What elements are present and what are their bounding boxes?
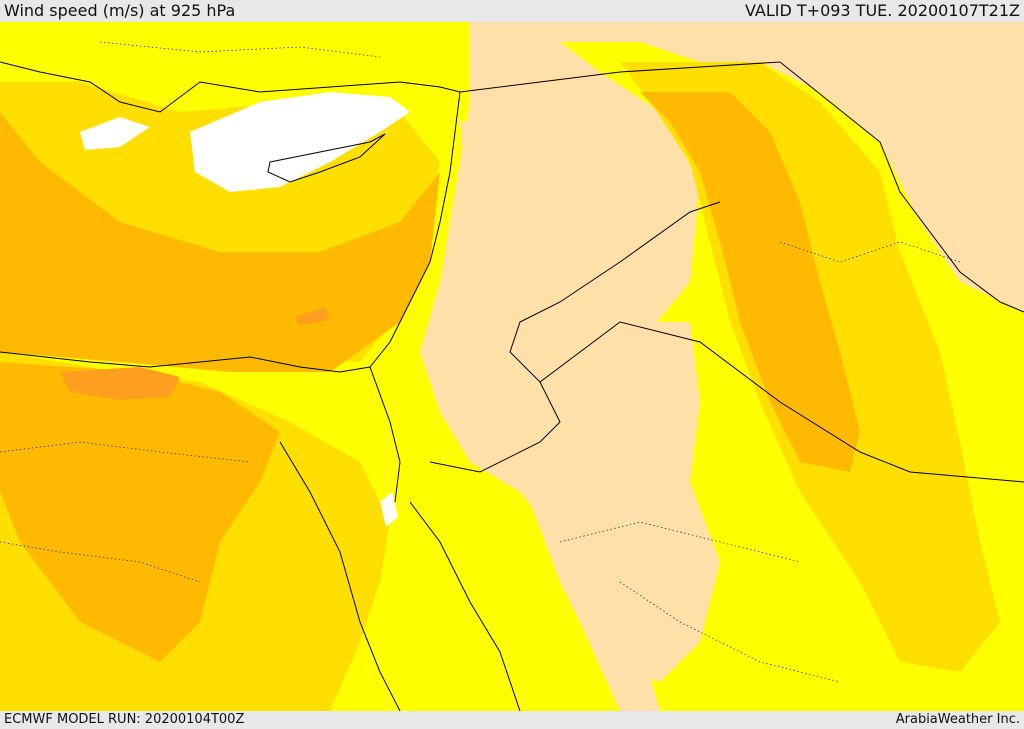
internal-borders [0, 41, 961, 683]
cyprus-outline [267, 133, 386, 183]
calm-zone-west [80, 117, 150, 150]
turkey-coast [0, 61, 461, 113]
jordan-border [429, 201, 721, 473]
egypt-coast [0, 351, 371, 373]
wind-speed-map [0, 22, 1024, 711]
credit: ArabiaWeather Inc. [895, 712, 1020, 727]
map-footer: ECMWF MODEL RUN: 20200104T00Z ArabiaWeat… [0, 711, 1024, 729]
saudi-iraq-border [539, 321, 1024, 483]
orange-zone-egypt [0, 362, 280, 662]
dark-orange-patch-egypt [60, 367, 180, 400]
borders [0, 61, 1024, 711]
valid-time: VALID T+093 TUE. 20200107T21Z [744, 1, 1020, 20]
orange-zone-iraq [640, 92, 860, 472]
light-patch-levant [460, 102, 640, 322]
map-header: Wind speed (m/s) at 925 hPa VALID T+093 … [0, 0, 1024, 22]
map-svg [0, 22, 1024, 711]
red-sea-east [409, 501, 521, 711]
model-run: ECMWF MODEL RUN: 20200104T00Z [4, 712, 245, 727]
orange-zone-med [0, 112, 440, 372]
iraq-syria-border [459, 61, 781, 93]
calm-zone-cyprus [190, 92, 410, 192]
map-title: Wind speed (m/s) at 925 hPa [4, 1, 236, 20]
iraq-iran-border [779, 61, 1024, 313]
levant-coast [369, 91, 461, 368]
sinai-border [369, 366, 401, 503]
red-sea-west [279, 441, 401, 711]
calm-zone-aqaba [380, 492, 398, 527]
dark-orange-patch-med [295, 307, 330, 325]
